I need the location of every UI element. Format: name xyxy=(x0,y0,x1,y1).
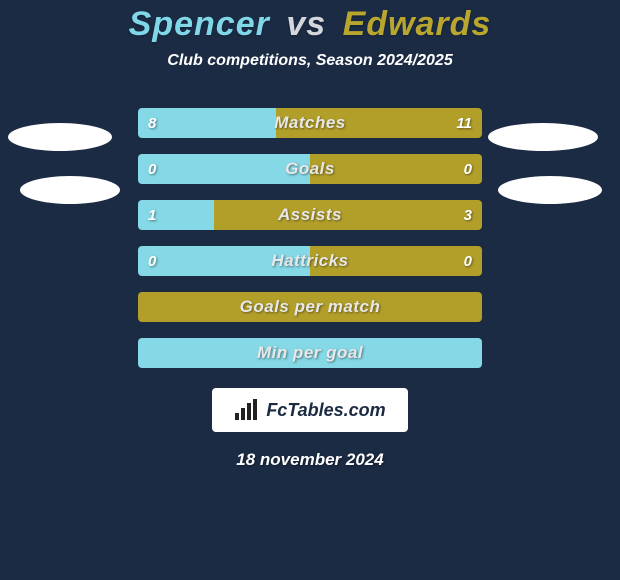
stat-value-left: 1 xyxy=(148,200,156,230)
title-right: Edwards xyxy=(343,5,492,43)
title-vs: vs xyxy=(286,5,326,43)
stat-label: Assists xyxy=(138,200,482,230)
fctables-logo-icon xyxy=(234,399,260,421)
stat-row: Goals0 0 xyxy=(0,146,620,192)
stat-value-right: 0 xyxy=(464,154,472,184)
stat-label: Goals xyxy=(138,154,482,184)
title-left: Spencer xyxy=(129,5,270,43)
stat-row: Goals per match xyxy=(0,284,620,330)
subtitle: Club competitions, Season 2024/2025 xyxy=(0,52,620,70)
stat-label: Hattricks xyxy=(138,246,482,276)
stat-bar: Goals per match xyxy=(138,292,482,322)
stat-value-left: 0 xyxy=(148,154,156,184)
logo-text: FcTables.com xyxy=(266,400,385,421)
stat-row: Matches8 11 xyxy=(0,100,620,146)
compare-area: Matches811Goals00Assists13Hattricks00Goa… xyxy=(0,100,620,376)
stat-bar: Goals0 0 xyxy=(138,154,482,184)
stat-bar: Hattricks0 0 xyxy=(138,246,482,276)
stat-label: Matches xyxy=(138,108,482,138)
stat-row: Hattricks0 0 xyxy=(0,238,620,284)
stat-value-right: 0 xyxy=(464,246,472,276)
stat-row: Assists1 3 xyxy=(0,192,620,238)
stat-bar: Assists1 3 xyxy=(138,200,482,230)
stat-value-right: 11 xyxy=(456,108,472,138)
stat-value-left: 0 xyxy=(148,246,156,276)
stat-value-right: 3 xyxy=(464,200,472,230)
stat-label: Goals per match xyxy=(138,292,482,322)
date-label: 18 november 2024 xyxy=(0,450,620,470)
stat-bar: Min per goal xyxy=(138,338,482,368)
page-title: Spencer vs Edwards xyxy=(0,5,620,44)
comparison-card: Spencer vs Edwards Club competitions, Se… xyxy=(0,0,620,580)
logo-box: FcTables.com xyxy=(212,388,408,432)
stat-row: Min per goal xyxy=(0,330,620,376)
stat-label: Min per goal xyxy=(138,338,482,368)
stat-bar: Matches8 11 xyxy=(138,108,482,138)
stat-value-left: 8 xyxy=(148,108,156,138)
